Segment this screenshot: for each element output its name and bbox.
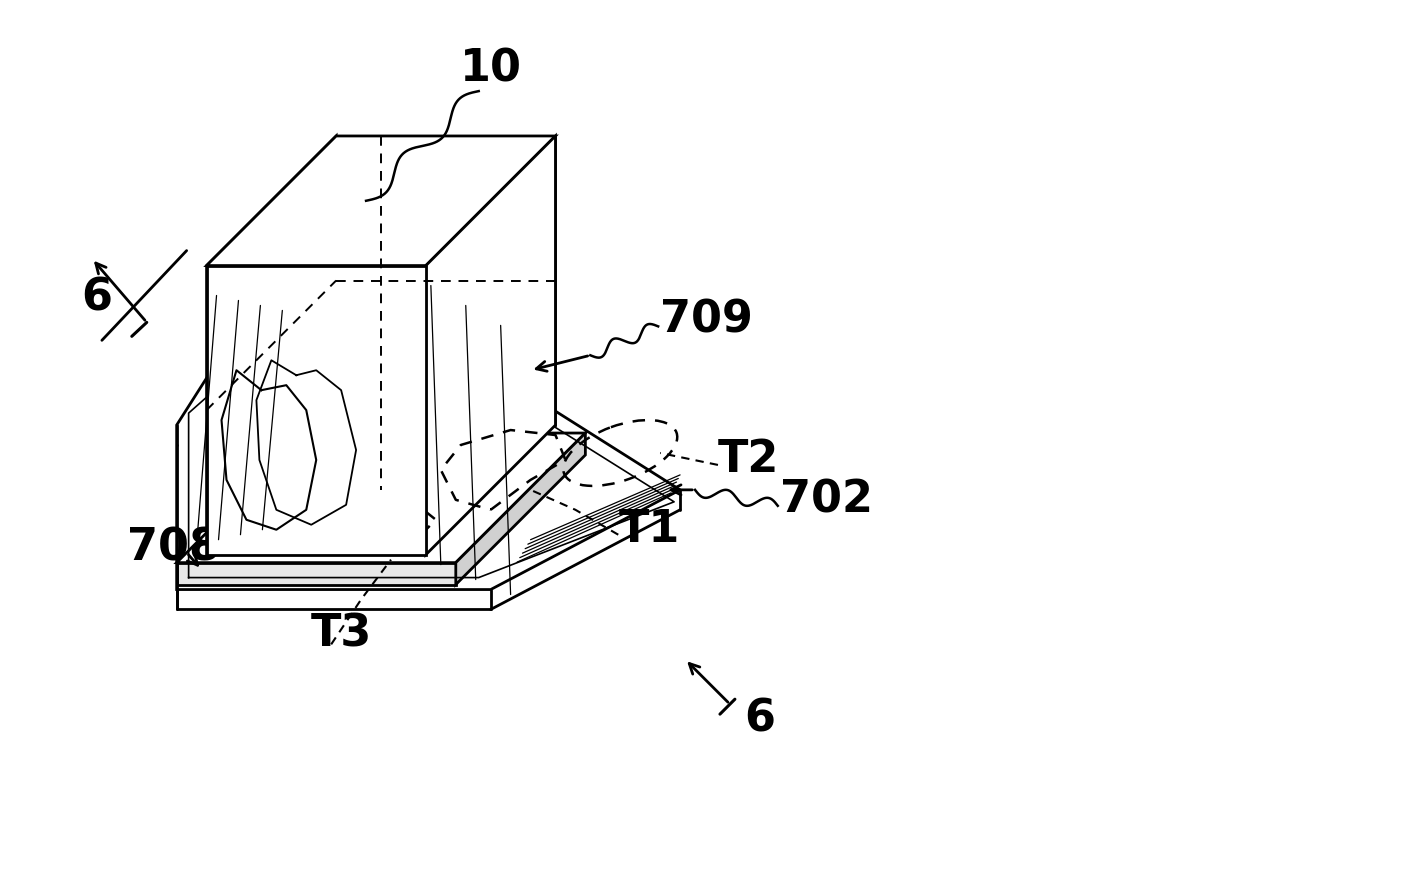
Text: T2: T2: [717, 439, 779, 481]
Polygon shape: [206, 266, 426, 555]
Text: T1: T1: [618, 508, 679, 551]
Text: 6: 6: [744, 698, 775, 741]
Text: 6: 6: [82, 277, 113, 320]
Polygon shape: [206, 136, 555, 266]
Polygon shape: [426, 136, 555, 555]
Text: T3: T3: [311, 613, 373, 656]
Polygon shape: [456, 433, 586, 584]
Polygon shape: [336, 136, 555, 425]
Text: 708: 708: [127, 527, 220, 569]
Polygon shape: [176, 563, 456, 584]
Text: 10: 10: [460, 48, 521, 91]
Polygon shape: [176, 433, 586, 563]
Text: 709: 709: [661, 299, 753, 342]
Text: 702: 702: [779, 479, 873, 521]
Polygon shape: [206, 136, 336, 555]
Polygon shape: [176, 370, 681, 590]
